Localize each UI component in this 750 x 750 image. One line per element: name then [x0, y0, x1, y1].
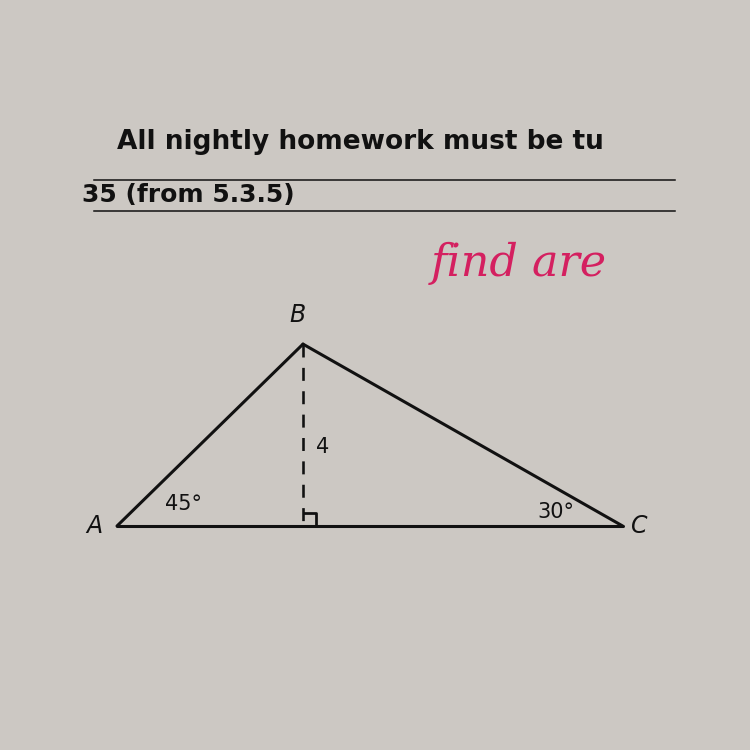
Text: 4: 4: [316, 436, 329, 457]
Text: All nightly homework must be tu: All nightly homework must be tu: [117, 129, 604, 155]
Text: 35 (from 5.3.5): 35 (from 5.3.5): [82, 184, 295, 208]
Text: A: A: [86, 514, 103, 538]
Text: C: C: [632, 514, 648, 538]
Text: B: B: [289, 303, 305, 327]
Text: 30°: 30°: [537, 502, 574, 521]
Text: 45°: 45°: [165, 494, 202, 514]
Text: find are: find are: [430, 242, 607, 285]
